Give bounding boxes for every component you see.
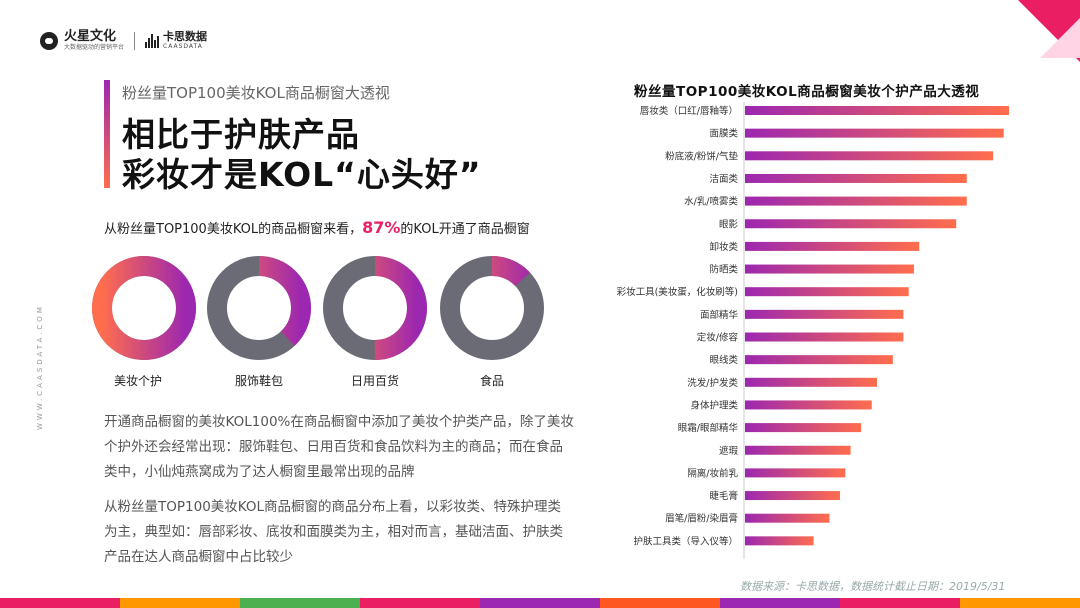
bottom-color-strip (0, 598, 1080, 608)
huoxing-logo-icon (40, 31, 58, 50)
bar (745, 241, 920, 251)
bar (745, 423, 862, 433)
title-accent-bar (104, 80, 110, 188)
side-url: WWW.CAASDATA.COM (36, 304, 44, 430)
bar-category-label: 彩妆工具(美妆蛋，化妆刷等) (617, 286, 738, 298)
bar (745, 173, 967, 183)
donut-label-household: 日用百货 (350, 374, 399, 388)
bar (745, 445, 851, 455)
bar-category-label: 身体护理类 (690, 399, 738, 411)
bar (745, 264, 914, 274)
bar-category-label: 面部精华 (700, 309, 739, 321)
intro-text: 从粉丝量TOP100美妆KOL的商品橱窗来看，87%的KOL开通了商品橱窗 (104, 218, 530, 237)
page-title-line1: 相比于护肤产品 (122, 115, 360, 154)
bar (745, 491, 841, 501)
donut-label-beauty: 美妆个护 (114, 374, 163, 388)
bar (745, 377, 877, 387)
donut-label-food: 食品 (479, 374, 504, 388)
bar (745, 536, 814, 546)
bar (745, 287, 909, 297)
donut-label-apparel: 服饰鞋包 (234, 374, 283, 388)
donut-share-arc (323, 256, 427, 360)
intro-percentage: 87% (362, 218, 401, 237)
caasdata-logo: 卡思数据 CAASDATA (145, 31, 207, 50)
logo-divider (134, 31, 136, 50)
donut-share-arc (92, 256, 196, 360)
bar (745, 513, 830, 523)
bar (745, 468, 846, 478)
caasdata-bars-icon (145, 33, 160, 48)
bar-category-label: 定妆/修容 (697, 332, 739, 344)
bar-category-label: 唇妆类（口红/唇釉等） (640, 105, 738, 117)
donut-share-arc (440, 256, 544, 360)
bar-category-label: 眉笔/眉粉/染眉膏 (665, 513, 738, 525)
huoxing-logo: 火星文化 大数据驱动的营销平台 (64, 29, 125, 52)
bar-category-label: 水/乳/喷雾类 (684, 196, 738, 208)
data-source-note: 数据来源：卡思数据，数据统计截止日期：2019/5/31 (740, 580, 1006, 593)
bar-category-label: 洗发/护发类 (687, 377, 738, 389)
bar (745, 151, 994, 161)
page-title-line2: 彩妆才是KOL“心头好” (122, 155, 482, 194)
bar-chart: 唇妆类（口红/唇釉等） 面膜类粉底液/粉饼/气垫洁面类水/乳/喷雾类眼影卸妆类防晒… (617, 102, 1009, 559)
header-logos: 火星文化 大数据驱动的营销平台 卡思数据 CAASDATA (40, 30, 207, 51)
donut-share-arc (207, 256, 311, 360)
bar-category-label: 隔离/妆前乳 (687, 467, 738, 479)
bar (745, 332, 904, 342)
donut-chart-household (323, 256, 427, 360)
bar-category-label: 遮瑕 (719, 445, 739, 457)
bar-category-label: 眼线类 (709, 354, 738, 366)
chart-title: 粉丝量TOP100美妆KOL商品橱窗美妆个护产品大透视 (634, 84, 980, 100)
bar (745, 128, 1004, 138)
donut-chart-beauty (92, 256, 196, 360)
bar-category-label: 洁面类 (709, 173, 738, 185)
donut-chart-food (440, 256, 544, 360)
bar-category-label: 粉底液/粉饼/气垫 (665, 150, 738, 162)
bar-category-label: 卸妆类 (709, 241, 738, 253)
bar (745, 219, 957, 229)
bar-category-label: 眼霜/眼部精华 (678, 422, 739, 434)
bar-category-label: 面膜类 (709, 128, 738, 140)
bar (745, 106, 1009, 115)
bar-category-label: 眼影 (719, 219, 739, 230)
bar-category-label: 护肤工具类（导入仪等） (633, 535, 738, 547)
description-paragraph-1: 开通商品橱窗的美妆KOL100%在商品橱窗中添加了美妆个护类产品，除了美妆个护外… (104, 414, 574, 480)
donut-chart-apparel (207, 256, 311, 360)
bar (745, 309, 904, 319)
page-subtitle: 粉丝量TOP100美妆KOL商品橱窗大透视 (122, 84, 390, 102)
bar (745, 355, 893, 365)
bar (745, 196, 967, 206)
bar-category-label: 防晒类 (709, 264, 738, 276)
description-paragraph-2: 从粉丝量TOP100美妆KOL商品橱窗的商品分布上看，以彩妆类、特殊护理类为主，… (104, 499, 563, 565)
bar-category-label: 睫毛膏 (709, 490, 738, 502)
corner-decoration-light (1040, 18, 1080, 58)
bar (745, 400, 872, 410)
